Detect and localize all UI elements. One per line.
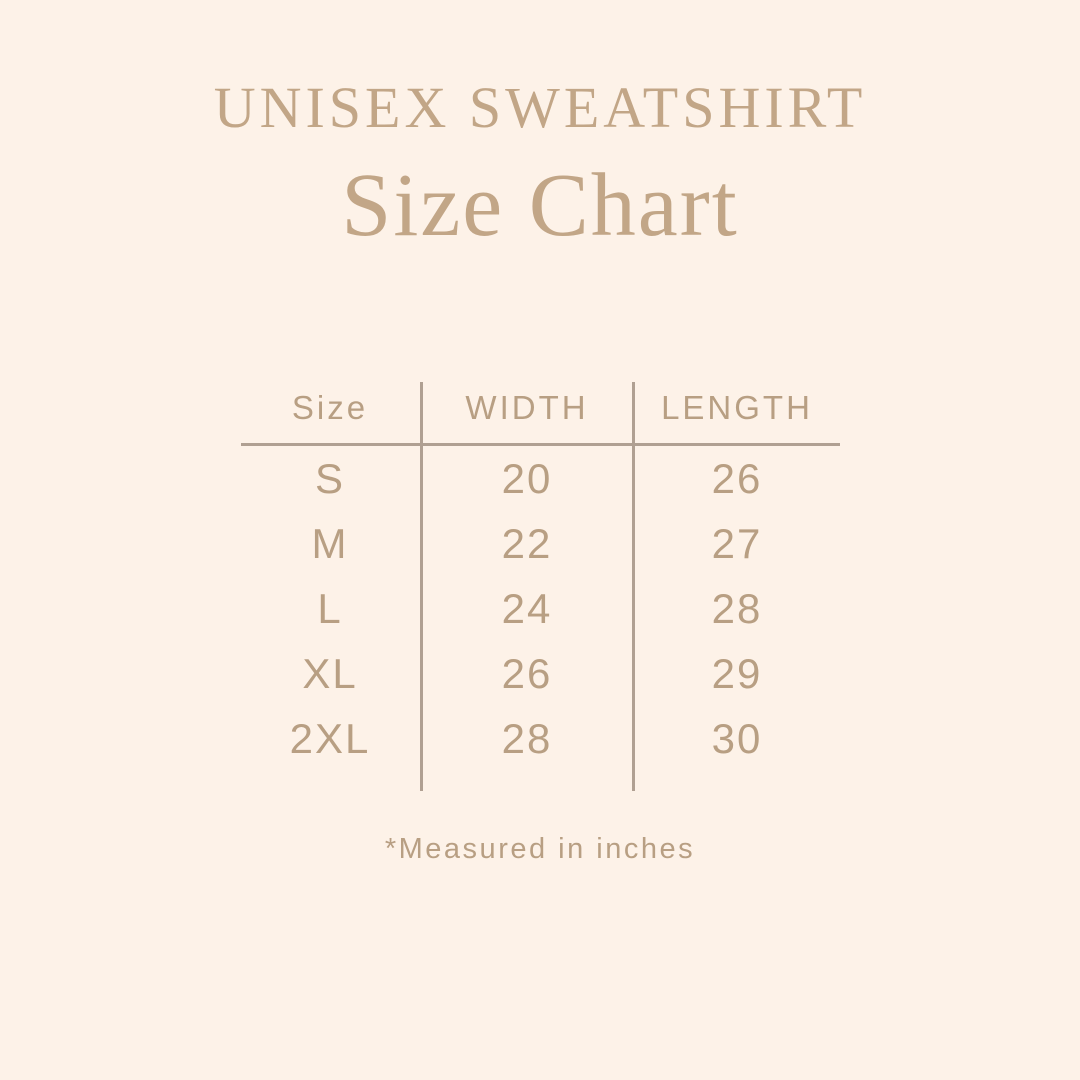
table-cell-length: 27 [711,519,763,567]
table-cell-width: 24 [423,576,635,642]
table-cell-size: S [241,446,423,512]
table-cell-size: M [241,511,423,577]
table-cell-width: 20 [423,446,635,512]
table-cell-length: 30 [711,714,763,762]
table-cell-length: 26 [711,454,763,502]
table-cell-size: 2XL [241,706,423,772]
column-header-length: LENGTH [634,382,840,447]
column-header-size: Size [240,382,423,447]
table-cell-length: 29 [711,649,763,697]
table-cell-width: 22 [423,511,635,577]
column-divider-extension [241,771,423,792]
table-cell-width: 28 [423,706,635,772]
table-cell-size: L [241,576,423,642]
size-table: Size WIDTH LENGTH S 20 26 M 22 27 L 24 2… [240,382,840,792]
page-title: UNISEX SWEATSHIRT [213,75,867,140]
table-cell-size: XL [241,641,423,707]
column-divider-extension [423,771,635,792]
page-subtitle: Size Chart [341,155,739,255]
column-header-width: WIDTH [422,382,635,447]
table-cell-width: 26 [423,641,635,707]
table-cell-length: 28 [711,584,763,632]
measurement-footnote: *Measured in inches [384,833,696,866]
column-divider-extension [635,771,840,791]
